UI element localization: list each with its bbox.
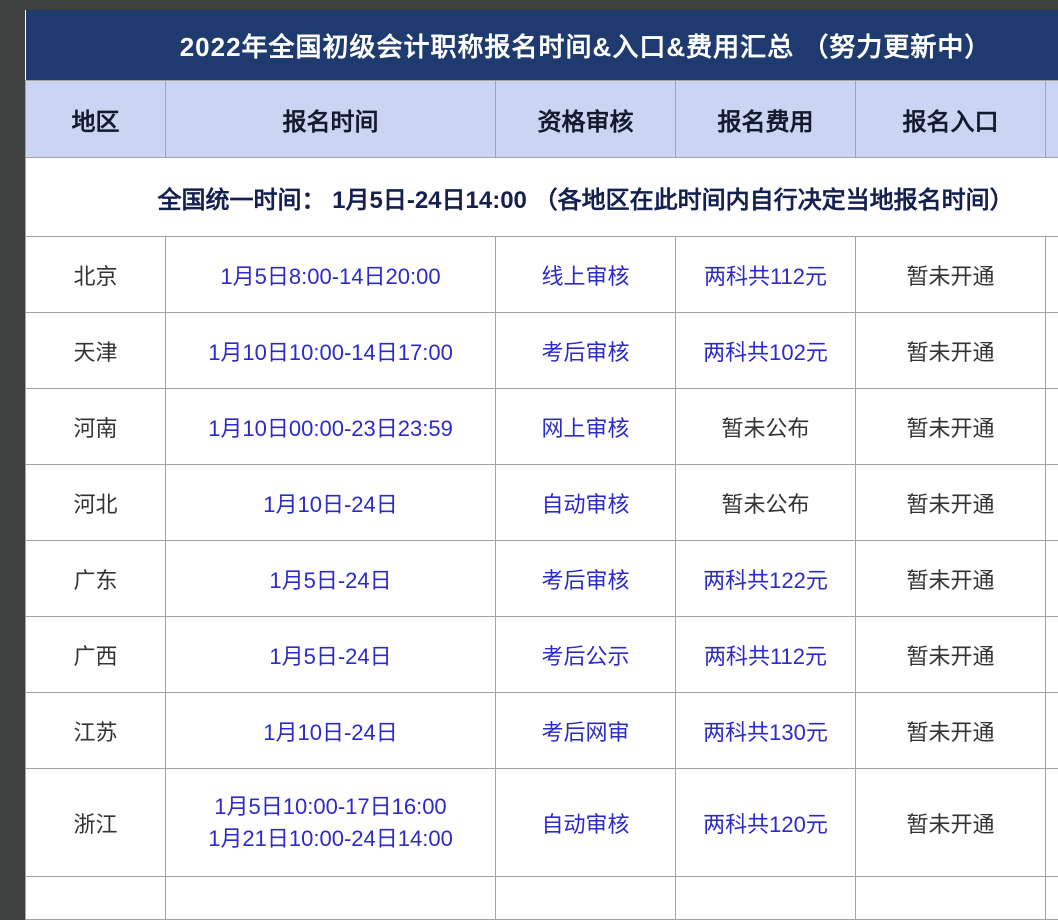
review-cell[interactable]: 线上审核 (496, 237, 676, 313)
col-header-time: 报名时间 (166, 81, 496, 158)
entry-cell: 暂未开通 (856, 541, 1046, 617)
col-header-cut (1046, 81, 1058, 158)
time-cell[interactable]: 1月10日00:00-23日23:59 (166, 389, 496, 465)
entry-cell: 暂未开通 (856, 465, 1046, 541)
cut-column-cell (1046, 237, 1058, 313)
col-header-entry: 报名入口 (856, 81, 1046, 158)
entry-cell: 暂未开通 (856, 693, 1046, 769)
fee-cell[interactable]: 两科共112元 (676, 237, 856, 313)
review-cell[interactable]: 自动审核 (496, 769, 676, 877)
fee-cell: 暂未公布 (676, 389, 856, 465)
fee-cell[interactable]: 两科共122元 (676, 541, 856, 617)
fee-cell[interactable]: 两科共120元 (676, 769, 856, 877)
cut-column-cell (1046, 313, 1058, 389)
col-header-fee: 报名费用 (676, 81, 856, 158)
fee-cell: 暂未公布 (676, 465, 856, 541)
cut-column-cell (1046, 617, 1058, 693)
fee-cell[interactable]: 两科共102元 (676, 313, 856, 389)
time-line-1: 1月5日10:00-17日16:00 (167, 791, 494, 823)
table-row-henan: 河南 1月10日00:00-23日23:59 网上审核 暂未公布 暂未开通 (26, 389, 1058, 465)
page-title: 2022年全国初级会计职称报名时间&入口&费用汇总 （努力更新中） (26, 10, 1058, 81)
entry-cell: 暂未开通 (856, 237, 1046, 313)
table-row-hebei: 河北 1月10日-24日 自动审核 暂未公布 暂未开通 (26, 465, 1058, 541)
fee-cell[interactable]: 两科共130元 (676, 693, 856, 769)
time-cell[interactable]: 1月5日-24日 (166, 541, 496, 617)
region-cell: 天津 (26, 313, 166, 389)
title-bar: 2022年全国初级会计职称报名时间&入口&费用汇总 （努力更新中） (26, 10, 1058, 81)
time-cell[interactable]: 1月10日-24日 (166, 465, 496, 541)
time-cell[interactable]: 1月10日10:00-14日17:00 (166, 313, 496, 389)
time-cell[interactable]: 1月5日10:00-17日16:00 1月21日10:00-24日14:00 (166, 769, 496, 877)
region-cell: 广东 (26, 541, 166, 617)
cut-column-cell (1046, 541, 1058, 617)
table-row-jiangsu: 江苏 1月10日-24日 考后网审 两科共130元 暂未开通 (26, 693, 1058, 769)
registration-summary-table: 2022年全国初级会计职称报名时间&入口&费用汇总 （努力更新中） 地区 报名时… (25, 10, 1058, 920)
entry-cell: 暂未开通 (856, 313, 1046, 389)
cut-column-cell (1046, 389, 1058, 465)
time-cell[interactable]: 1月5日8:00-14日20:00 (166, 237, 496, 313)
review-cell[interactable]: 考后网审 (496, 693, 676, 769)
region-cell: 河北 (26, 465, 166, 541)
time-cell[interactable]: 1月10日-24日 (166, 693, 496, 769)
national-time-notice: 全国统一时间： 1月5日-24日14:00 （各地区在此时间内自行决定当地报名时… (26, 158, 1058, 237)
cut-column-cell (1046, 465, 1058, 541)
region-cell: 北京 (26, 237, 166, 313)
time-line-2: 1月21日10:00-24日14:00 (167, 823, 494, 855)
entry-cell: 暂未开通 (856, 617, 1046, 693)
table-row-zhejiang: 浙江 1月5日10:00-17日16:00 1月21日10:00-24日14:0… (26, 769, 1058, 877)
col-header-review: 资格审核 (496, 81, 676, 158)
table-row-partial (26, 877, 1058, 920)
review-cell[interactable]: 考后公示 (496, 617, 676, 693)
table-row-guangxi: 广西 1月5日-24日 考后公示 两科共112元 暂未开通 (26, 617, 1058, 693)
table-row-beijing: 北京 1月5日8:00-14日20:00 线上审核 两科共112元 暂未开通 (26, 237, 1058, 313)
col-header-region: 地区 (26, 81, 166, 158)
region-cell: 浙江 (26, 769, 166, 877)
review-cell[interactable]: 网上审核 (496, 389, 676, 465)
table-row-tianjin: 天津 1月10日10:00-14日17:00 考后审核 两科共102元 暂未开通 (26, 313, 1058, 389)
time-cell[interactable]: 1月5日-24日 (166, 617, 496, 693)
review-cell[interactable]: 考后审核 (496, 313, 676, 389)
national-time-notice-row: 全国统一时间： 1月5日-24日14:00 （各地区在此时间内自行决定当地报名时… (26, 158, 1058, 237)
table-wrapper: 2022年全国初级会计职称报名时间&入口&费用汇总 （努力更新中） 地区 报名时… (25, 10, 1058, 920)
cut-column-cell (1046, 769, 1058, 877)
entry-cell: 暂未开通 (856, 769, 1046, 877)
region-cell: 河南 (26, 389, 166, 465)
review-cell[interactable]: 自动审核 (496, 465, 676, 541)
region-cell: 江苏 (26, 693, 166, 769)
table-row-guangdong: 广东 1月5日-24日 考后审核 两科共122元 暂未开通 (26, 541, 1058, 617)
fee-cell[interactable]: 两科共112元 (676, 617, 856, 693)
cut-column-cell (1046, 693, 1058, 769)
column-header-row: 地区 报名时间 资格审核 报名费用 报名入口 (26, 81, 1058, 158)
entry-cell: 暂未开通 (856, 389, 1046, 465)
region-cell: 广西 (26, 617, 166, 693)
review-cell[interactable]: 考后审核 (496, 541, 676, 617)
